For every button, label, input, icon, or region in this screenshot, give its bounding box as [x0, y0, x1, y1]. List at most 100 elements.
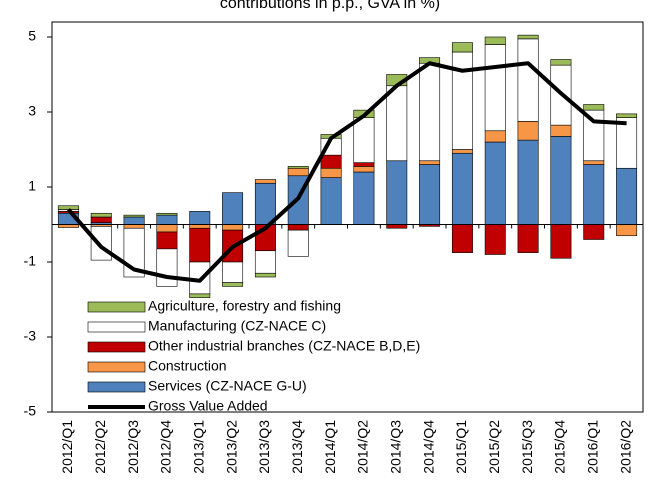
x-tick-label: 2012/Q4 — [158, 420, 174, 474]
bar-segment — [386, 160, 408, 225]
x-tick-label: 2015/Q4 — [552, 420, 568, 474]
bar-segment — [386, 224, 408, 229]
x-tick-label: 2014/Q4 — [420, 420, 436, 474]
legend-label: Manufacturing (CZ-NACE C) — [148, 318, 326, 334]
legend-swatch — [87, 321, 146, 333]
bar-segment — [484, 44, 506, 132]
x-tick-label: 2013/Q4 — [289, 420, 305, 474]
bar-segment — [287, 229, 309, 257]
bar-segment — [156, 214, 178, 225]
bar-segment — [419, 62, 441, 162]
bar-segment — [451, 42, 473, 53]
bar-segment — [550, 224, 572, 259]
bar-segment — [320, 154, 342, 169]
bar-segment — [156, 248, 178, 287]
bar-segment — [156, 231, 178, 250]
legend-label: Construction — [148, 358, 227, 374]
bar-segment — [189, 211, 211, 225]
x-tick-label: 2012/Q2 — [92, 420, 108, 474]
bar-segment — [419, 164, 441, 225]
y-tick-label: -1 — [24, 253, 37, 269]
bar-segment — [353, 171, 375, 225]
x-tick-label: 2014/Q1 — [322, 420, 338, 474]
x-tick-label: 2012/Q3 — [125, 420, 141, 474]
bar-segment — [156, 212, 178, 216]
legend-label: Agriculture, forestry and fishing — [148, 298, 341, 314]
bar-segment — [550, 124, 572, 137]
bar-segment — [254, 179, 276, 184]
bar-segment — [616, 167, 638, 225]
x-tick-label: 2013/Q3 — [256, 420, 272, 474]
legend-swatch — [87, 361, 146, 373]
bar-segment — [550, 59, 572, 66]
x-tick-label: 2016/Q2 — [617, 420, 633, 474]
x-tick-label: 2012/Q1 — [59, 420, 75, 474]
x-tick-label: 2013/Q1 — [190, 420, 206, 474]
bar-segment — [484, 36, 506, 45]
y-tick-label: -3 — [24, 328, 37, 344]
bar-segment — [353, 117, 375, 163]
legend-swatch — [87, 341, 146, 353]
y-tick-label: -5 — [24, 403, 37, 419]
bar-segment — [550, 136, 572, 225]
bar-segment — [320, 177, 342, 225]
plot-area: -5 -3 -1 1 3 5 2012/Q1 2012/Q2 2012/Q3 2012/Q4 201… — [24, 28, 643, 474]
bar-segment — [222, 282, 244, 287]
bar-segment — [222, 192, 244, 225]
bar-segment — [123, 224, 145, 229]
bar-segment — [123, 214, 145, 218]
bar-segment — [57, 205, 79, 210]
bar-segment — [517, 34, 539, 40]
bar-segment — [517, 224, 539, 253]
bar-segment — [386, 85, 408, 162]
bar-segment — [254, 250, 276, 274]
bar-segment — [222, 224, 244, 231]
legend-swatch — [87, 381, 146, 393]
bar-segment — [254, 182, 276, 225]
bar-segment — [287, 224, 309, 231]
bar-segment — [583, 224, 605, 240]
bar-segment — [189, 224, 211, 229]
bar-segment — [484, 141, 506, 225]
x-tick-label: 2014/Q2 — [355, 420, 371, 474]
bar-segment — [484, 130, 506, 143]
x-tick-label: 2015/Q1 — [453, 420, 469, 474]
y-tick-label: 3 — [28, 103, 36, 119]
bar-segment — [451, 152, 473, 225]
legend-label: Services (CZ-NACE G-U) — [148, 378, 307, 394]
x-tick-label: 2016/Q1 — [584, 420, 600, 474]
bar-segment — [451, 149, 473, 154]
bar-segment — [517, 121, 539, 141]
chart-title: contributions in p.p., GVA in %) — [220, 0, 440, 12]
bar-segment — [90, 212, 112, 218]
plot-frame — [51, 21, 644, 413]
bar-segment — [616, 224, 638, 237]
bar-segment — [222, 261, 244, 283]
bar-segment — [583, 164, 605, 225]
bar-segment — [451, 51, 473, 150]
bar-segment — [517, 139, 539, 225]
bar-segment — [616, 117, 638, 169]
legend-label: Gross Value Added — [148, 398, 268, 414]
bar-segment — [254, 272, 276, 278]
bar-segment — [583, 160, 605, 165]
bar-segment — [517, 38, 539, 122]
bar-segment — [484, 224, 506, 255]
bar-segment — [320, 167, 342, 178]
bar-segment — [287, 166, 309, 169]
x-tick-label: 2015/Q3 — [519, 420, 535, 474]
bar-segment — [451, 224, 473, 253]
bar-segment — [90, 226, 112, 261]
bar-segment — [287, 167, 309, 177]
bar-segment — [353, 162, 375, 167]
bar-segment — [189, 293, 211, 298]
x-tick-label: 2013/Q2 — [223, 420, 239, 474]
bar-segment — [583, 104, 605, 111]
x-tick-label: 2014/Q3 — [387, 420, 403, 474]
legend-swatch — [87, 301, 146, 313]
y-tick-label: 1 — [28, 178, 36, 194]
bar-segment — [616, 113, 638, 118]
line-series — [66, 61, 627, 283]
y-tick-label: 5 — [28, 28, 36, 44]
